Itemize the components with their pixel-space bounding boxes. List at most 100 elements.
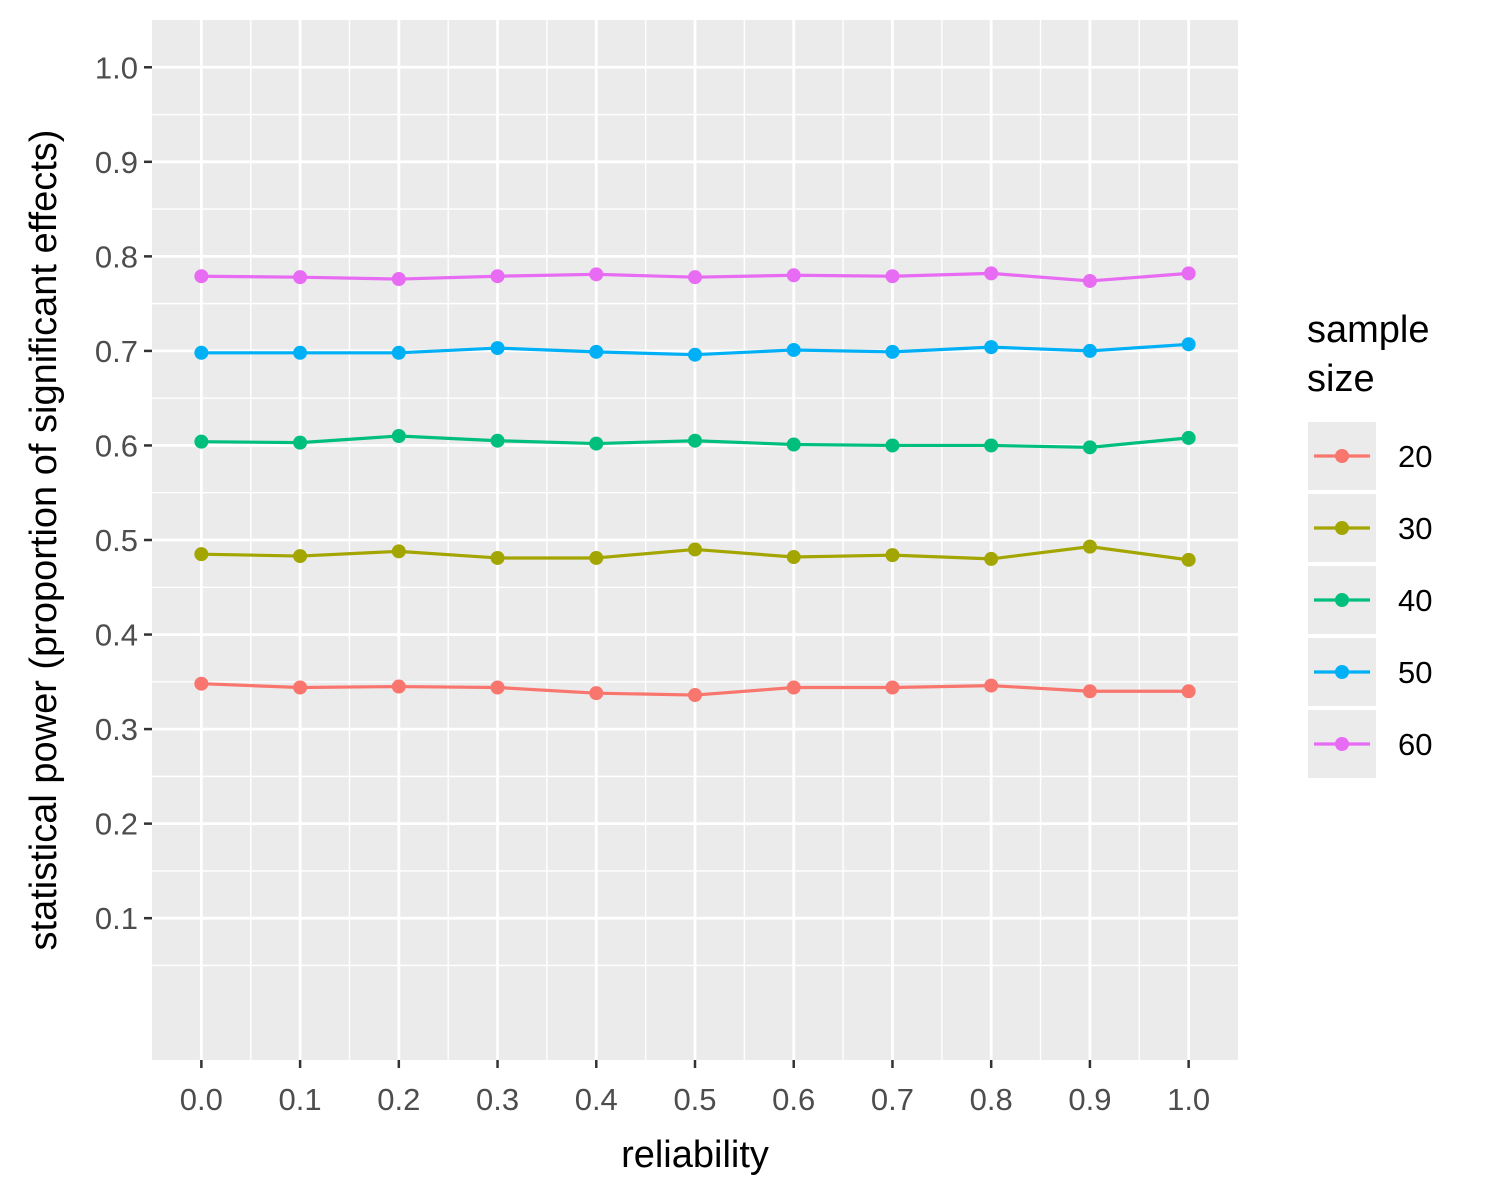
x-tick-label: 0.4: [575, 1082, 618, 1117]
legend-label: 20: [1398, 439, 1432, 474]
data-point-30: [786, 550, 801, 565]
data-point-50: [688, 347, 702, 362]
data-point-40: [984, 438, 999, 453]
data-series: [194, 266, 1196, 703]
data-point-40: [688, 433, 702, 448]
data-point-60: [1181, 266, 1196, 281]
legend-label: 60: [1398, 727, 1432, 762]
data-point-20: [885, 680, 900, 695]
data-point-20: [194, 676, 209, 691]
data-point-60: [589, 267, 604, 282]
data-point-30: [1082, 539, 1097, 554]
x-tick-label: 1.0: [1167, 1082, 1210, 1117]
x-tick-label: 0.8: [970, 1082, 1013, 1117]
data-point-40: [490, 433, 505, 448]
legend-keys: 20 30 40 50 60: [1308, 422, 1432, 778]
y-tick-label: 0.3: [95, 712, 138, 747]
data-point-30: [490, 550, 505, 565]
series-30: [194, 539, 1196, 567]
data-point-50: [786, 342, 801, 357]
data-point-20: [1181, 684, 1196, 699]
legend-key-point: [1335, 737, 1349, 751]
data-point-50: [490, 341, 505, 356]
data-point-40: [1181, 430, 1196, 445]
data-point-50: [293, 345, 308, 360]
legend-item-30: 30: [1308, 494, 1432, 562]
data-point-60: [293, 270, 308, 285]
data-point-20: [293, 680, 308, 695]
x-tick-label: 0.1: [279, 1082, 322, 1117]
legend-key-point: [1335, 449, 1349, 463]
legend-title-line-1: sample: [1307, 309, 1430, 351]
data-point-30: [688, 542, 702, 557]
legend-label: 40: [1398, 583, 1432, 618]
data-point-60: [1082, 273, 1097, 288]
data-point-20: [984, 678, 999, 693]
data-point-20: [391, 679, 406, 694]
y-tick-label: 0.4: [95, 618, 138, 653]
legend-item-20: 20: [1308, 422, 1432, 490]
data-point-20: [688, 688, 702, 703]
legend: sample size 20 30 40 50 60: [1307, 309, 1432, 778]
y-tick-label: 0.6: [95, 428, 138, 463]
series-20: [194, 676, 1196, 703]
y-tick-label: 0.5: [95, 523, 138, 558]
data-point-50: [885, 344, 900, 359]
data-point-50: [589, 344, 604, 359]
series-50: [194, 337, 1196, 362]
x-tick-label: 0.2: [377, 1082, 420, 1117]
x-tick-label: 0.7: [871, 1082, 914, 1117]
y-tick-label: 1.0: [95, 50, 138, 85]
legend-key-point: [1335, 521, 1349, 535]
x-tick-label: 0.9: [1068, 1082, 1111, 1117]
data-point-40: [885, 438, 900, 453]
legend-key-point: [1335, 593, 1349, 607]
legend-item-60: 60: [1308, 710, 1432, 778]
x-axis: 0.0 0.1 0.2 0.3 0.4 0.5 0.6 0.7 0.8 0.9 1.0: [180, 1060, 1210, 1117]
y-axis: 0.1 0.2 0.3 0.4 0.5 0.6 0.7 0.8 0.9 1.0: [95, 50, 152, 936]
data-point-20: [786, 680, 801, 695]
data-point-50: [391, 345, 406, 360]
y-axis-title: statistical power (proportion of signifi…: [23, 130, 65, 951]
data-point-30: [293, 549, 308, 564]
x-axis-title: reliability: [621, 1134, 769, 1176]
data-point-50: [1082, 343, 1097, 358]
data-point-60: [885, 269, 900, 284]
data-point-60: [786, 268, 801, 283]
data-point-30: [194, 547, 209, 562]
data-point-40: [391, 429, 406, 443]
data-point-60: [490, 269, 505, 284]
data-point-40: [1082, 440, 1097, 455]
data-point-50: [194, 345, 209, 360]
data-point-30: [984, 551, 999, 566]
data-point-60: [688, 270, 702, 285]
legend-key-point: [1335, 665, 1349, 679]
x-tick-label: 0.5: [673, 1082, 716, 1117]
legend-title-line-2: size: [1307, 358, 1375, 400]
data-point-40: [293, 435, 308, 450]
x-tick-label: 0.6: [772, 1082, 815, 1117]
data-point-30: [391, 544, 406, 559]
y-tick-label: 0.7: [95, 334, 138, 369]
data-point-40: [589, 436, 604, 451]
x-tick-label: 0.3: [476, 1082, 519, 1117]
data-point-20: [1082, 684, 1097, 699]
series-40: [194, 429, 1196, 455]
legend-label: 30: [1398, 511, 1432, 546]
data-point-20: [490, 680, 505, 695]
legend-item-40: 40: [1308, 566, 1432, 634]
legend-item-50: 50: [1308, 638, 1432, 706]
series-60: [194, 266, 1196, 288]
y-tick-label: 0.9: [95, 145, 138, 180]
y-tick-label: 0.8: [95, 239, 138, 274]
y-tick-label: 0.1: [95, 901, 138, 936]
y-tick-label: 0.2: [95, 807, 138, 842]
data-point-40: [786, 437, 801, 452]
data-point-30: [885, 548, 900, 563]
data-point-20: [589, 686, 604, 701]
data-point-60: [391, 272, 406, 287]
data-point-30: [1181, 552, 1196, 567]
data-point-60: [984, 266, 999, 281]
data-point-60: [194, 269, 209, 284]
